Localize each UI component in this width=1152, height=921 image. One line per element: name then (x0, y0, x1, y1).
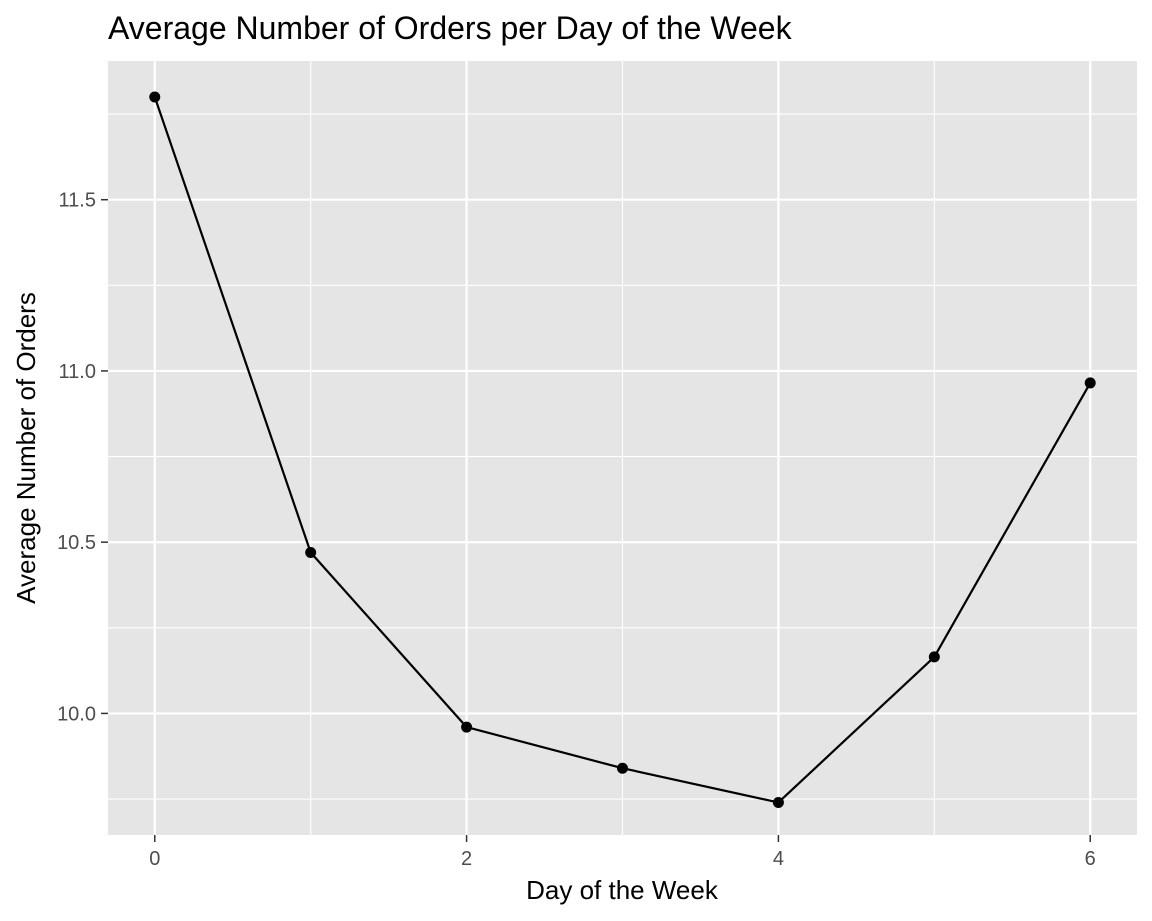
x-tick-label: 0 (149, 848, 160, 870)
data-point (461, 721, 473, 733)
x-tick-label: 4 (773, 848, 784, 870)
chart-title: Average Number of Orders per Day of the … (108, 10, 793, 46)
y-tick-label: 11.5 (59, 190, 96, 212)
y-tick-label: 10.0 (57, 703, 96, 725)
y-axis-title: Average Number of Orders (11, 292, 41, 604)
data-point (1084, 377, 1096, 389)
data-point (928, 651, 940, 663)
x-axis-title: Day of the Week (526, 875, 719, 905)
series-layer (149, 91, 1096, 808)
minor-gridlines (108, 61, 1137, 835)
data-point (305, 546, 317, 558)
major-gridlines (108, 61, 1137, 835)
y-tick-label: 10.5 (57, 532, 96, 554)
y-axis: 10.0 10.5 11.0 11.5 (57, 190, 108, 725)
x-tick-label: 6 (1085, 848, 1096, 870)
data-point (772, 796, 784, 808)
x-axis: 0 2 4 6 (149, 835, 1096, 870)
data-point (617, 762, 628, 774)
x-tick-label: 2 (461, 848, 472, 870)
y-tick-label: 11.0 (59, 361, 96, 383)
data-point (149, 91, 161, 103)
